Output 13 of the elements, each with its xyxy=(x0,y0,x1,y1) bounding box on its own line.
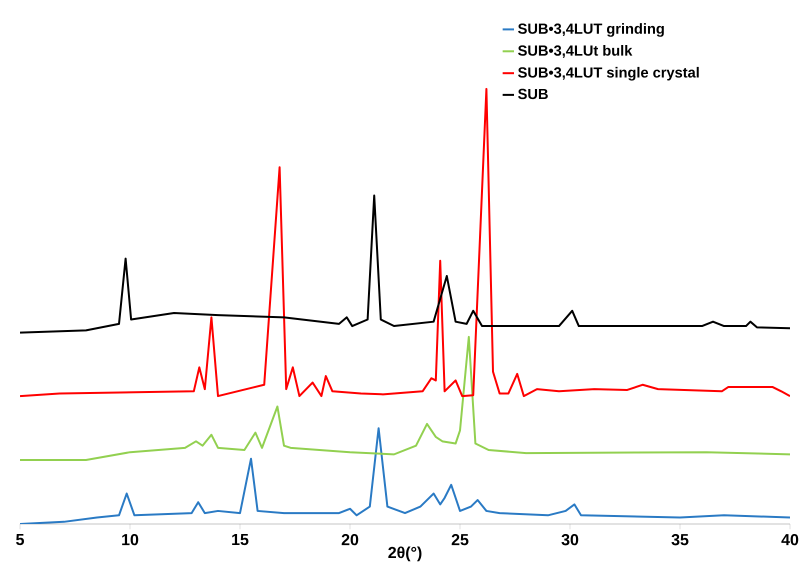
x-tick-label: 40 xyxy=(781,534,798,546)
x-tick-label: 25 xyxy=(452,534,468,546)
x-tick-label: 20 xyxy=(342,534,358,546)
legend-label: SUB•3,4LUt bulk xyxy=(518,45,632,58)
x-tick-label: 10 xyxy=(122,534,138,546)
x-axis-title: 2θ(°) xyxy=(388,546,422,562)
x-tick-label: 5 xyxy=(16,534,24,546)
x-tick-label: 15 xyxy=(232,534,248,546)
legend-label: SUB•3,4LUT grinding xyxy=(518,23,664,37)
legend-label: SUB•3,4LUT single crystal xyxy=(518,66,699,81)
x-tick-label: 30 xyxy=(562,534,578,546)
legend-label: SUB xyxy=(518,88,548,100)
x-tick-label: 35 xyxy=(672,534,688,546)
